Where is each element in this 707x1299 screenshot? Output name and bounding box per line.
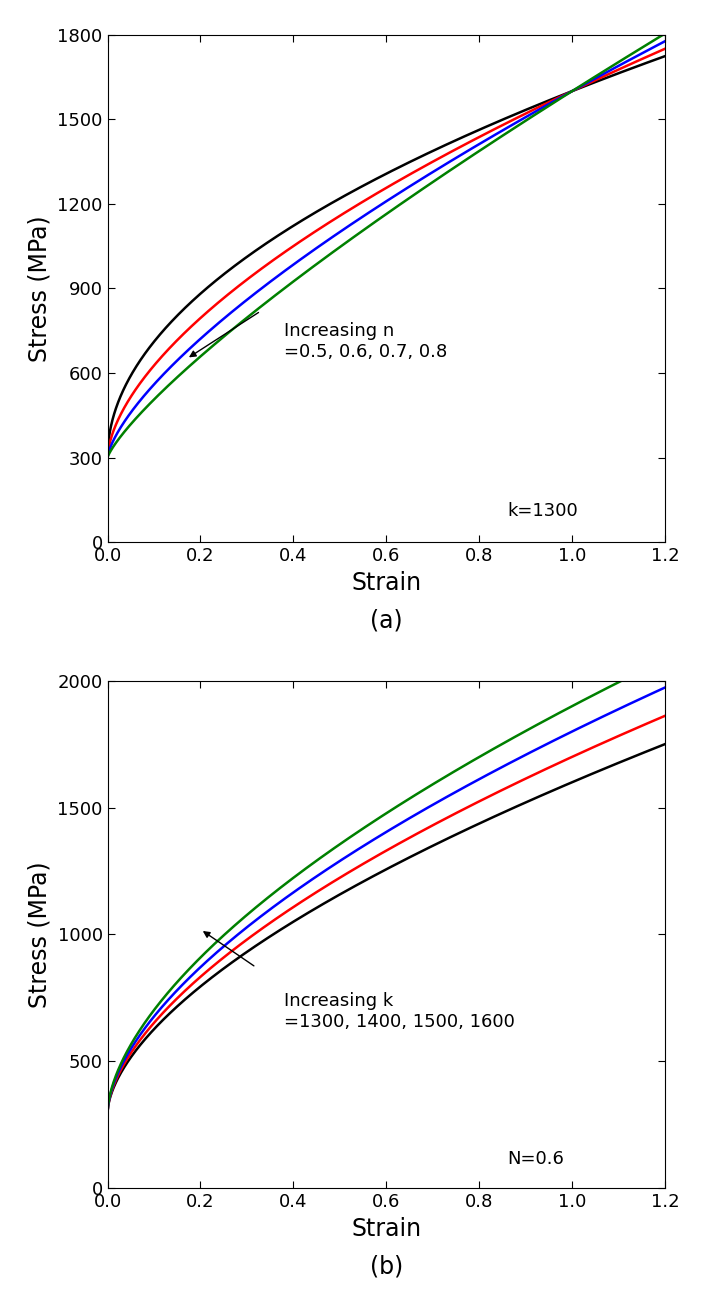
Text: Increasing n
=0.5, 0.6, 0.7, 0.8: Increasing n =0.5, 0.6, 0.7, 0.8 [284, 322, 448, 361]
Text: Increasing k
=1300, 1400, 1500, 1600: Increasing k =1300, 1400, 1500, 1600 [284, 992, 515, 1031]
X-axis label: Strain: Strain [351, 570, 421, 595]
Y-axis label: Stress (MPa): Stress (MPa) [28, 216, 52, 361]
Text: (a): (a) [370, 608, 402, 633]
Text: N=0.6: N=0.6 [507, 1150, 564, 1168]
Text: k=1300: k=1300 [507, 501, 578, 520]
X-axis label: Strain: Strain [351, 1217, 421, 1241]
Text: (b): (b) [370, 1254, 403, 1278]
Y-axis label: Stress (MPa): Stress (MPa) [28, 861, 52, 1008]
